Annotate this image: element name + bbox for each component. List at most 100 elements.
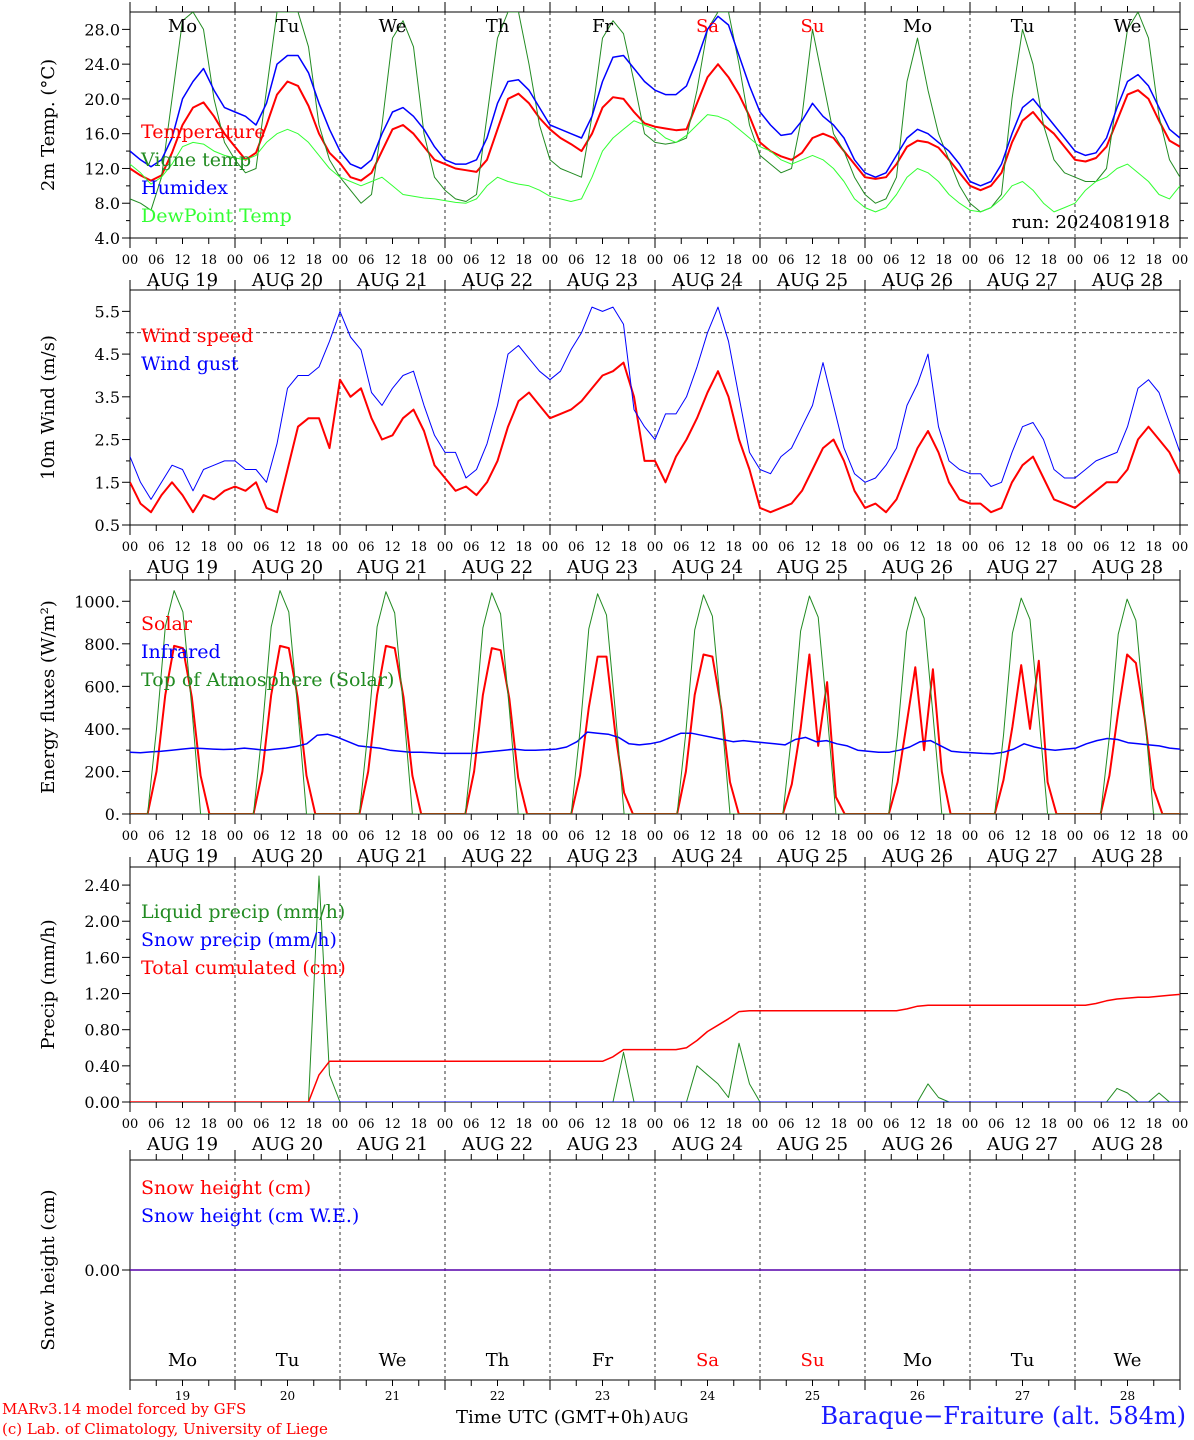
date-label: AUG 26 (881, 557, 953, 578)
hour-label: 06 (883, 1117, 900, 1132)
y-tick-label: 0.80 (84, 1021, 120, 1040)
hour-label: 06 (253, 1117, 270, 1132)
hour-label: 18 (410, 540, 427, 555)
hour-label: 18 (620, 540, 637, 555)
date-label: AUG 25 (776, 270, 848, 291)
hour-label: 06 (568, 829, 585, 844)
hour-label: 12 (594, 253, 611, 268)
hour-label: 00 (542, 1117, 559, 1132)
hour-label: 18 (935, 253, 952, 268)
hour-label: 00 (962, 829, 979, 844)
date-label: AUG 23 (566, 557, 638, 578)
date-label: AUG 24 (671, 557, 743, 578)
y-tick-label: 3.5 (95, 388, 120, 407)
hour-label: 00 (1172, 1117, 1189, 1132)
hour-label: 12 (1014, 253, 1031, 268)
chart-panel-4: 0.00 0.40 0.80 1.20 1.60 2.00 2.40 Precip (mm/h… (38, 857, 1188, 1155)
y-tick-label: 0.00 (84, 1093, 120, 1112)
date-label: AUG 19 (146, 557, 218, 578)
hour-label: 00 (542, 253, 559, 268)
hour-label: 12 (594, 540, 611, 555)
y-tick-label: 5.5 (95, 302, 120, 321)
y-axis-title: Precip (mm/h) (38, 919, 59, 1049)
day-number: 28 (1120, 1389, 1135, 1403)
date-label: AUG 27 (986, 557, 1058, 578)
date-label: AUG 25 (776, 846, 848, 867)
hour-label: 00 (542, 829, 559, 844)
y-tick-label: 28.0 (84, 20, 120, 39)
hour-label: 00 (332, 253, 349, 268)
hour-label: 06 (883, 829, 900, 844)
date-label: AUG 28 (1091, 270, 1163, 291)
hour-label: 00 (1067, 829, 1084, 844)
y-tick-label: 2.00 (84, 912, 120, 931)
hour-label: 00 (122, 253, 139, 268)
date-label: AUG 24 (671, 270, 743, 291)
hour-label: 00 (437, 253, 454, 268)
hour-label: 00 (752, 1117, 769, 1132)
hour-label: 06 (148, 1117, 165, 1132)
hour-label: 18 (305, 253, 322, 268)
hour-label: 00 (1067, 1117, 1084, 1132)
legend-entry: Temperature (141, 121, 265, 143)
run-annotation: run: 2024081918 (1012, 212, 1170, 233)
hour-label: 18 (935, 829, 952, 844)
weekday-label: Sa (696, 1350, 719, 1371)
legend-entry: Snow precip (mm/h) (141, 929, 337, 951)
hour-label: 06 (778, 829, 795, 844)
hour-label: 12 (594, 829, 611, 844)
hour-label: 00 (962, 253, 979, 268)
hour-label: 12 (279, 253, 296, 268)
y-tick-label: 4.5 (95, 345, 120, 364)
hour-label: 06 (568, 1117, 585, 1132)
weekday-label: Mo (903, 1350, 932, 1371)
hour-label: 00 (542, 540, 559, 555)
hour-label: 00 (962, 1117, 979, 1132)
date-label: AUG 26 (881, 270, 953, 291)
hour-label: 06 (883, 253, 900, 268)
y-tick-label: 2.5 (95, 431, 120, 450)
hour-label: 00 (227, 829, 244, 844)
hour-label: 06 (1093, 829, 1110, 844)
hour-label: 00 (647, 253, 664, 268)
hour-label: 00 (752, 253, 769, 268)
day-number: 24 (700, 1389, 716, 1403)
hour-label: 06 (673, 1117, 690, 1132)
legend-entry: Liquid precip (mm/h) (141, 901, 345, 923)
y-tick-label: 800. (84, 635, 120, 654)
hour-label: 18 (515, 829, 532, 844)
weekday-label: Tu (276, 1350, 300, 1371)
hour-label: 18 (620, 829, 637, 844)
hour-label: 18 (1040, 1117, 1057, 1132)
y-axis-title: Energy fluxes (W/m²) (38, 600, 59, 794)
hour-label: 00 (437, 1117, 454, 1132)
hour-label: 00 (962, 540, 979, 555)
hour-label: 12 (174, 540, 191, 555)
hour-label: 12 (1119, 540, 1136, 555)
hour-label: 00 (332, 829, 349, 844)
hour-label: 00 (437, 829, 454, 844)
date-label: AUG 19 (146, 1134, 218, 1155)
date-label: AUG 26 (881, 846, 953, 867)
y-tick-label: 2.40 (84, 876, 120, 895)
weekday-label: We (379, 16, 407, 37)
hour-label: 06 (988, 1117, 1005, 1132)
hour-label: 06 (358, 540, 375, 555)
weekday-label: Th (486, 1350, 510, 1371)
date-label: AUG 24 (671, 1134, 743, 1155)
legend-entry: Top of Atmosphere (Solar) (141, 669, 394, 691)
hour-label: 18 (1145, 253, 1162, 268)
y-tick-label: 0.5 (95, 516, 120, 535)
date-label: AUG 20 (251, 270, 323, 291)
hour-label: 06 (778, 1117, 795, 1132)
date-label: AUG 21 (356, 846, 428, 867)
y-tick-label: 4.0 (95, 229, 120, 248)
day-number: 25 (805, 1389, 820, 1403)
hour-label: 18 (830, 253, 847, 268)
hour-label: 12 (384, 829, 401, 844)
y-axis-title: Snow height (cm) (38, 1189, 59, 1350)
weekday-label: We (1114, 1350, 1142, 1371)
chart-panel-3: 0. 200. 400. 600. 800. 1000. Energy fluxes (W/… (38, 570, 1188, 867)
hour-label: 06 (463, 253, 480, 268)
